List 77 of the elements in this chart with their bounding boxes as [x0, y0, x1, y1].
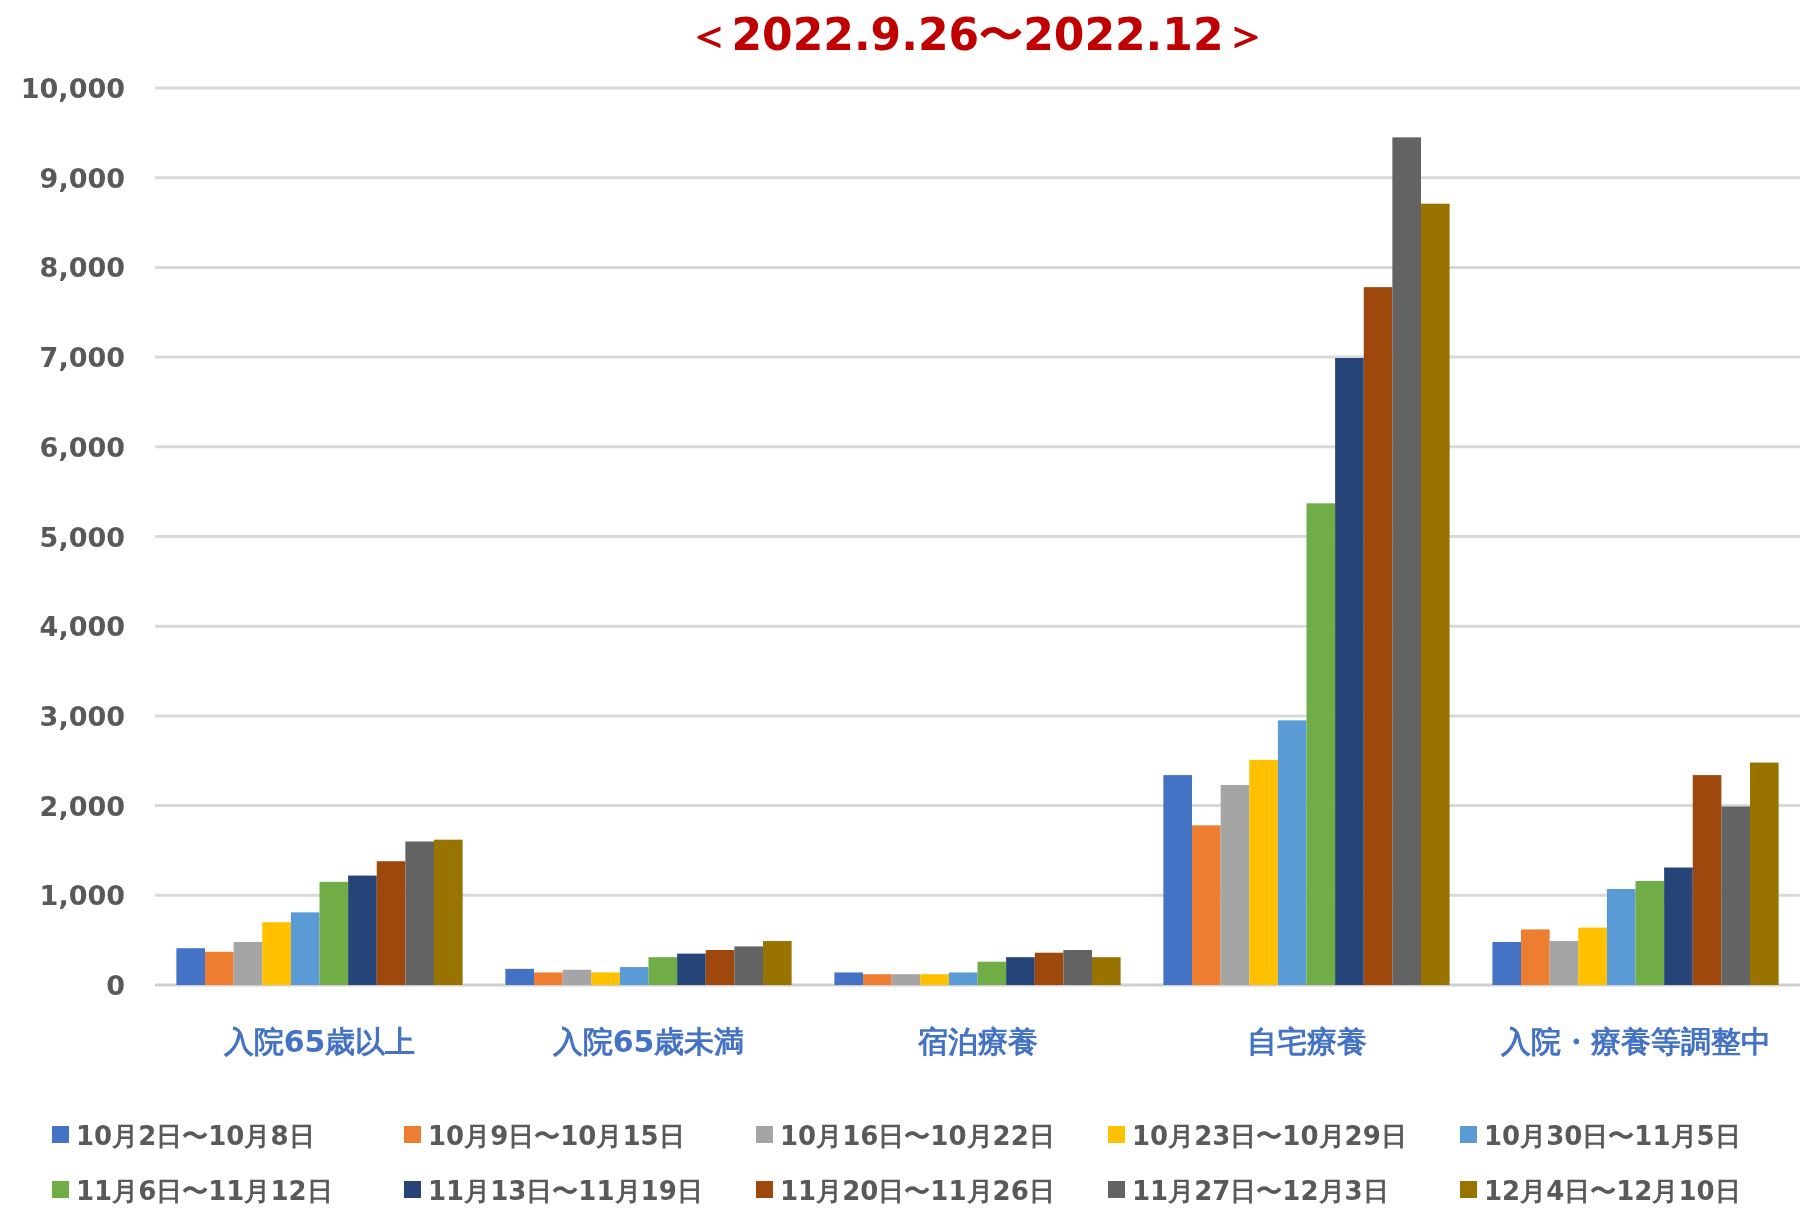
legend-label: 10月30日〜11月5日	[1484, 1121, 1741, 1151]
bar	[319, 881, 349, 985]
chart-title: ＜2022.9.26〜2022.12＞	[687, 9, 1268, 60]
bar	[762, 941, 792, 985]
bar	[734, 946, 763, 985]
bar	[433, 839, 463, 985]
x-tick-label: 自宅療養	[1246, 1024, 1367, 1059]
bar	[1220, 784, 1250, 985]
bar	[1335, 358, 1364, 985]
bar	[1635, 880, 1665, 985]
bar	[1420, 203, 1450, 985]
bar	[591, 972, 620, 985]
bar	[205, 951, 234, 985]
legend-label: 11月13日〜11月19日	[428, 1176, 703, 1206]
y-tick-label: 1,000	[39, 880, 125, 912]
bar	[1549, 941, 1579, 985]
legend-label: 11月27日〜12月3日	[1132, 1176, 1389, 1206]
bar	[562, 969, 592, 985]
bar	[1192, 825, 1221, 985]
bar	[705, 950, 735, 985]
legend-label: 12月4日〜12月10日	[1484, 1176, 1741, 1206]
legend-label: 11月20日〜11月26日	[780, 1176, 1055, 1206]
bar	[1034, 952, 1064, 985]
bar	[834, 972, 864, 985]
y-tick-label: 3,000	[39, 700, 125, 732]
bar	[1578, 927, 1607, 985]
bar	[376, 861, 406, 985]
bar	[920, 974, 949, 985]
bar	[348, 875, 377, 985]
x-tick-label: 入院65歳未満	[551, 1024, 745, 1059]
bar	[977, 961, 1007, 985]
x-tick-label: 宿泊療養	[916, 1024, 1038, 1059]
bar	[505, 968, 535, 985]
bar	[1163, 775, 1193, 985]
bar	[677, 953, 706, 985]
bar	[619, 967, 649, 985]
legend-label: 10月23日〜10月29日	[1132, 1121, 1407, 1151]
bar	[1277, 720, 1307, 985]
bar	[863, 974, 892, 985]
bar	[233, 941, 263, 985]
bar	[1306, 503, 1336, 985]
x-tick-label: 入院65歳以上	[222, 1024, 416, 1059]
x-tick-label: 入院・療養等調整中	[1499, 1024, 1771, 1059]
bar	[1721, 806, 1750, 985]
bar	[1692, 775, 1722, 985]
bar	[1392, 137, 1421, 985]
y-tick-label: 6,000	[39, 431, 125, 463]
bar	[1063, 950, 1092, 985]
bar	[262, 922, 291, 985]
y-tick-label: 0	[106, 970, 125, 1001]
y-tick-label: 7,000	[39, 342, 125, 374]
bar	[1749, 762, 1779, 985]
bar	[1492, 941, 1522, 985]
y-tick-label: 10,000	[20, 73, 125, 104]
bar	[1664, 867, 1693, 985]
bar	[1249, 759, 1278, 985]
bar	[891, 974, 921, 985]
legend-label: 10月2日〜10月8日	[76, 1121, 315, 1151]
bar	[176, 948, 206, 985]
y-tick-label: 4,000	[39, 611, 125, 643]
bar	[290, 912, 320, 985]
bar	[1606, 889, 1636, 985]
bar	[948, 972, 978, 985]
legend-label: 11月6日〜11月12日	[76, 1176, 333, 1206]
bar	[405, 841, 434, 985]
legend-label: 10月16日〜10月22日	[780, 1121, 1055, 1151]
y-tick-label: 5,000	[39, 521, 125, 553]
y-tick-label: 8,000	[39, 252, 125, 284]
bar	[1363, 287, 1393, 985]
bar	[534, 972, 563, 985]
bar	[1091, 957, 1121, 985]
bar	[1006, 957, 1035, 985]
legend-label: 10月9日〜10月15日	[428, 1121, 685, 1151]
y-tick-label: 9,000	[39, 162, 125, 194]
bar	[648, 957, 678, 985]
y-tick-label: 2,000	[39, 790, 125, 822]
bar	[1521, 929, 1550, 985]
